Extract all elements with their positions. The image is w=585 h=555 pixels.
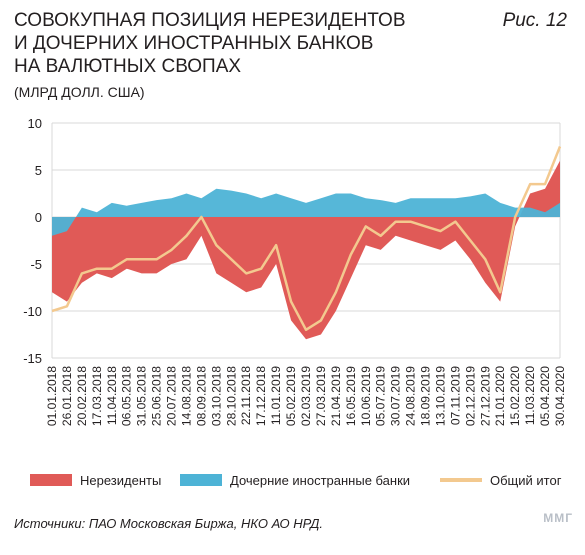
y-tick-label: 0 (35, 210, 42, 225)
x-tick-label: 31.05.2018 (135, 366, 149, 426)
x-tick-label: 27.12.2019 (478, 366, 492, 426)
x-tick-label: 06.05.2018 (120, 366, 134, 426)
legend-label-total: Общий итог (490, 473, 562, 488)
x-tick-label: 20.07.2018 (165, 366, 179, 426)
x-tick-label: 11.04.2018 (105, 366, 119, 425)
x-tick-label: 20.02.2018 (75, 366, 89, 426)
x-tick-label: 25.06.2018 (150, 366, 164, 426)
figure-label: Рис. 12 (502, 10, 567, 31)
line-total (51, 146, 562, 332)
x-tick-label: 16.05.2019 (344, 366, 358, 426)
x-tick-label: 13.10.2019 (433, 366, 447, 426)
x-tick-label: 17.12.2018 (254, 366, 268, 426)
x-tick-label: 15.02.2020 (508, 366, 522, 426)
area-nonresidents (52, 160, 560, 340)
x-tick-label: 11.01.2019 (269, 366, 283, 425)
x-tick-label: 11.03.2020 (523, 366, 537, 425)
legend-swatch-subsidiaries (180, 474, 222, 486)
legend-label-subsidiaries: Дочерние иностранные банки (230, 473, 411, 488)
x-tick-label: 27.03.2019 (314, 366, 328, 426)
x-tick-label: 24.08.2019 (404, 366, 418, 426)
source-note: Источники: ПАО Московская Биржа, НКО АО … (14, 516, 324, 531)
area-subsidiaries (52, 188, 560, 236)
x-tick-label: 02.03.2019 (299, 366, 313, 426)
x-tick-label: 05.07.2019 (374, 366, 388, 426)
x-tick-label: 21.01.2020 (493, 366, 507, 426)
x-tick-label: 26.01.2018 (60, 366, 74, 426)
chart-subtitle: (МЛРД ДОЛЛ. США) (14, 84, 145, 100)
x-tick-label: 02.12.2019 (463, 366, 477, 426)
x-tick-label: 05.04.2020 (538, 366, 552, 426)
x-tick-label: 22.11.2018 (239, 366, 253, 425)
legend-swatch-nonresidents (30, 474, 72, 486)
legend-label-nonresidents: Нерезиденты (80, 473, 162, 488)
chart-title-line-2: И ДОЧЕРНИХ ИНОСТРАННЫХ БАНКОВ (14, 33, 374, 54)
x-tick-label: 14.08.2018 (179, 366, 193, 426)
x-tick-label: 08.09.2018 (194, 366, 208, 426)
x-tick-label: 07.11.2019 (448, 366, 462, 425)
legend-swatch-total (440, 478, 482, 482)
y-tick-label: 10 (28, 116, 42, 131)
x-tick-label: 03.10.2018 (209, 366, 223, 426)
y-tick-label: -10 (23, 304, 42, 319)
x-tick-label: 05.02.2019 (284, 366, 298, 426)
x-tick-label: 30.07.2019 (389, 366, 403, 426)
x-tick-label: 10.06.2019 (359, 366, 373, 426)
x-tick-label: 30.04.2020 (553, 366, 567, 426)
chart-title-line-3: НА ВАЛЮТНЫХ СВОПАХ (14, 56, 242, 77)
watermark: ММГ (543, 511, 573, 525)
chart-title-line-1: СОВОКУПНАЯ ПОЗИЦИЯ НЕРЕЗИДЕНТОВ (14, 10, 406, 31)
x-tick-label: 17.03.2018 (90, 366, 104, 426)
x-tick-label: 28.10.2018 (224, 366, 238, 426)
y-tick-label: 5 (35, 163, 42, 178)
x-tick-label: 01.01.2018 (45, 366, 59, 426)
x-tick-label: 21.04.2019 (329, 366, 343, 426)
y-tick-label: -15 (23, 351, 42, 366)
y-tick-label: -5 (30, 257, 42, 272)
x-tick-label: 18.09.2019 (419, 366, 433, 426)
